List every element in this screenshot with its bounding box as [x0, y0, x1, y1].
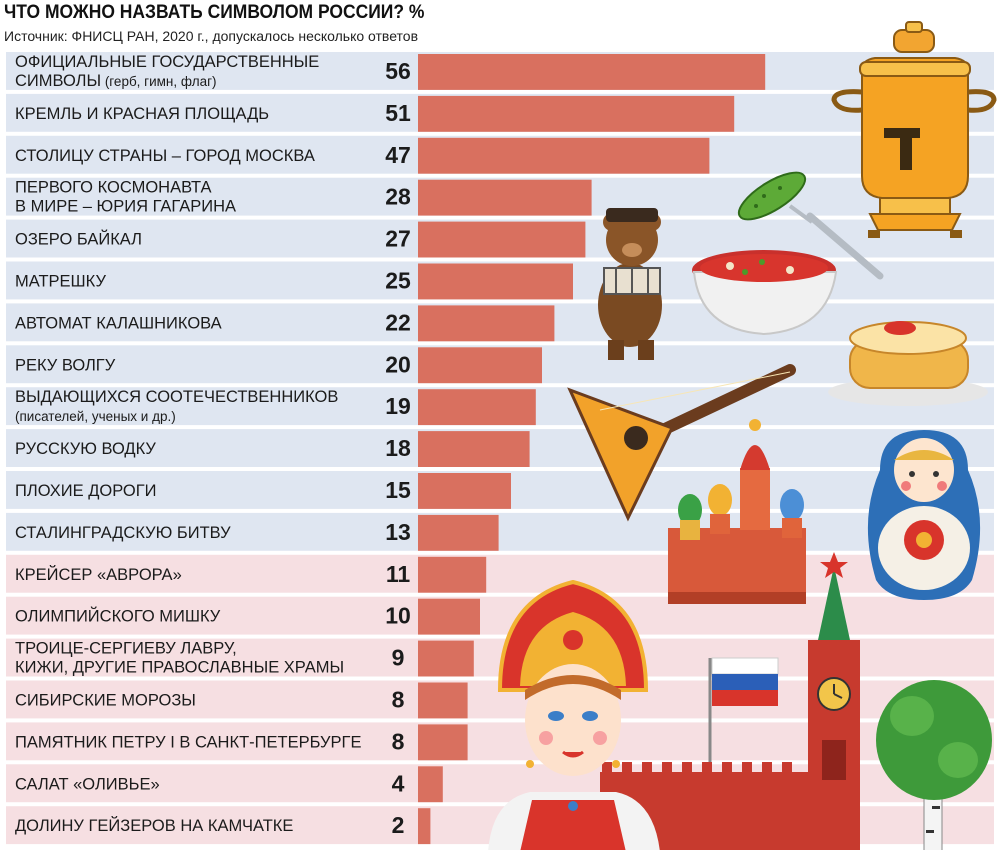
category-label: ПЕРВОГО КОСМОНАВТА	[15, 179, 212, 197]
value-label: 15	[385, 477, 411, 503]
value-label: 18	[385, 435, 411, 461]
value-labels: 56 51 47 28 27 25 22 20 19 18 15 13 11 10 9 8 8 4 2	[385, 58, 411, 838]
value-label: 20	[385, 351, 411, 377]
category-label: ПЛОХИЕ ДОРОГИ	[15, 482, 157, 500]
category-label: СТАЛИНГРАДСКУЮ БИТВУ	[15, 524, 231, 542]
category-label: МАТРЕШКУ	[15, 272, 106, 290]
bar	[418, 682, 468, 719]
bar	[418, 640, 474, 677]
matryoshka-icon	[867, 430, 981, 600]
bar	[418, 179, 592, 216]
value-label: 4	[392, 770, 405, 796]
category-label: ДОЛИНУ ГЕЙЗЕРОВ НА КАМЧАТКЕ	[15, 816, 293, 835]
category-label: (писателей, ученых и др.)	[15, 409, 176, 424]
value-label: 19	[385, 393, 411, 419]
bar	[418, 54, 766, 90]
bar	[418, 305, 555, 342]
category-label: ПАМЯТНИК ПЕТРУ I В САНКТ-ПЕТЕРБУРГЕ	[15, 733, 361, 751]
value-label: 56	[385, 58, 411, 84]
samovar-icon	[831, 21, 997, 238]
bear-accordion-icon	[598, 208, 662, 360]
bars	[418, 54, 766, 845]
category-label: КРЕЙСЕР «АВРОРА»	[15, 565, 182, 584]
bar	[418, 263, 573, 300]
bar	[418, 556, 487, 593]
category-label: СИБИРСКИЕ МОРОЗЫ	[15, 691, 196, 709]
bar	[418, 389, 536, 426]
value-label: 47	[385, 142, 411, 168]
bar	[418, 431, 530, 467]
row-band	[6, 512, 994, 551]
bar	[418, 766, 443, 803]
value-label: 27	[385, 226, 411, 252]
value-label: 10	[385, 603, 411, 629]
category-label: СТОЛИЦУ СТРАНЫ – ГОРОД МОСКВА	[15, 147, 315, 165]
category-label: КИЖИ, ДРУГИЕ ПРАВОСЛАВНЫЕ ХРАМЫ	[15, 659, 344, 677]
russian-flag-icon	[708, 657, 779, 778]
category-label: СИМВОЛЫ (герб, гимн, флаг)	[15, 72, 217, 90]
bar	[418, 724, 468, 761]
category-label: АВТОМАТ КАЛАШНИКОВА	[15, 314, 222, 332]
bar	[418, 137, 710, 174]
category-label: РЕКУ ВОЛГУ	[15, 356, 116, 374]
category-label: КРЕМЛЬ И КРАСНАЯ ПЛОЩАДЬ	[15, 105, 269, 123]
value-label: 28	[385, 184, 411, 210]
value-label: 13	[385, 519, 411, 545]
value-label: 11	[386, 561, 411, 587]
value-label: 2	[392, 812, 405, 838]
chart-subtitle: Источник: ФНИСЦ РАН, 2020 г., допускалос…	[4, 28, 419, 44]
category-label: ТРОИЦЕ-СЕРГИЕВУ ЛАВРУ,	[15, 640, 237, 658]
value-label: 8	[392, 686, 405, 712]
balalaika-icon	[567, 364, 796, 522]
kremlin-tower-icon	[600, 552, 860, 850]
st-basils-cathedral-icon	[668, 419, 806, 604]
category-label: ОЗЕРО БАЙКАЛ	[15, 230, 142, 249]
bar	[418, 514, 499, 551]
pickle-fork-icon	[737, 171, 884, 280]
bar	[418, 95, 735, 132]
category-label: ОФИЦИАЛЬНЫЕ ГОСУДАРСТВЕННЫЕ	[15, 53, 319, 71]
bar	[418, 221, 586, 258]
bar	[418, 347, 542, 384]
value-label: 25	[385, 267, 411, 293]
birch-tree-icon	[876, 680, 992, 850]
bar	[418, 473, 511, 509]
borscht-bowl-icon	[692, 250, 838, 336]
bar	[418, 598, 480, 635]
category-label: САЛАТ «ОЛИВЬЕ»	[15, 775, 160, 793]
bar	[418, 808, 431, 845]
category-label: ОЛИМПИЙСКОГО МИШКУ	[15, 607, 221, 626]
value-label: 51	[385, 100, 411, 126]
category-label: ВЫДАЮЩИХСЯ СООТЕЧЕСТВЕННИКОВ	[15, 388, 338, 406]
chart-title: ЧТО МОЖНО НАЗВАТЬ СИМВОЛОМ РОССИИ? %	[4, 2, 425, 23]
pancakes-caviar-icon	[828, 321, 988, 406]
value-label: 9	[392, 645, 405, 671]
kokoshnik-girl-icon	[488, 579, 660, 850]
value-label: 22	[385, 309, 411, 335]
category-label: В МИРЕ – ЮРИЯ ГАГАРИНА	[15, 198, 236, 216]
category-label: РУССКУЮ ВОДКУ	[15, 440, 156, 458]
value-label: 8	[392, 728, 405, 754]
